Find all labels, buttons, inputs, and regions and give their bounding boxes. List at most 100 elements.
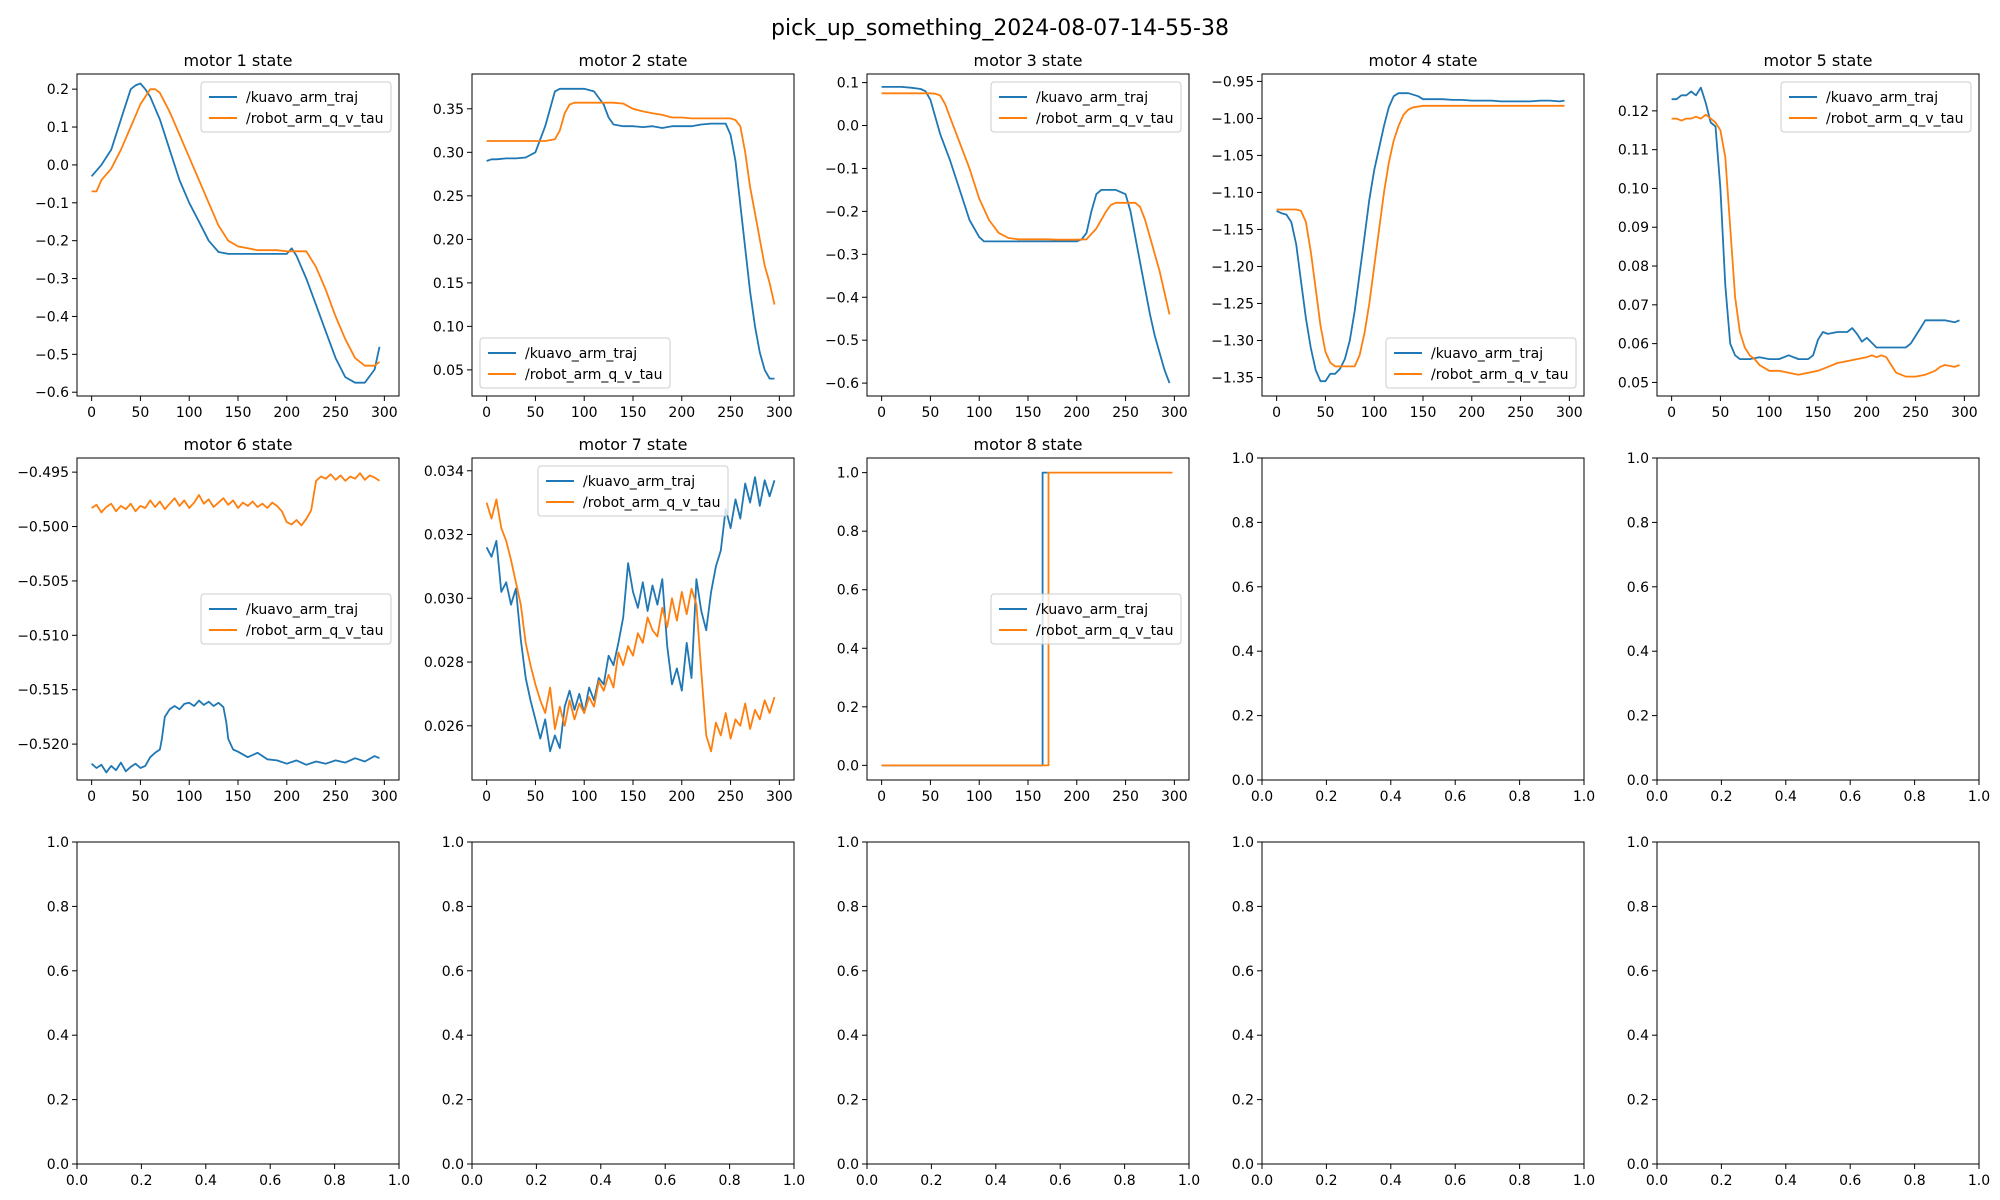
x-tick-label: 1.0 [1178, 1173, 1200, 1189]
series-line-robot-arm-q-v-tau [91, 472, 380, 527]
y-tick-label: 0.0 [837, 119, 859, 135]
x-tick-label: 200 [668, 405, 695, 421]
x-tick-label: 200 [273, 405, 300, 421]
y-tick-label: 0.0 [1232, 773, 1254, 789]
x-tick-label: 200 [1853, 405, 1880, 421]
x-tick-label: 300 [371, 789, 398, 805]
y-tick-label: 0.0 [1627, 1157, 1649, 1173]
subplot-10: 0.0 0.2 0.4 0.6 0.8 1.0 0.0 0.2 0.4 0.6 0.8 1.0 [1627, 451, 1990, 805]
x-tick-label: 0.2 [1710, 1173, 1732, 1189]
y-tick-label: 0.0 [1232, 1157, 1254, 1173]
axes-frame [1656, 73, 1980, 397]
x-tick-label: 100 [571, 405, 598, 421]
legend-label: /robot_arm_q_v_tau [583, 495, 721, 511]
y-tick-label: 0.08 [1618, 259, 1649, 275]
x-tick-label: 0.6 [1444, 789, 1466, 805]
y-tick-label: 0.4 [442, 1028, 464, 1044]
x-tick-label: 250 [322, 405, 349, 421]
series-line-kuavo-arm-traj [881, 86, 1171, 384]
y-tick-label: 0.2 [837, 1093, 859, 1109]
x-tick-label: 1.0 [1573, 789, 1595, 805]
series-line-kuavo-arm-traj [91, 699, 380, 774]
y-tick-label: 0.07 [1618, 298, 1649, 314]
subplot-8: 0 50 100 150 200 250 300 0.0 0.2 0.4 0.6 0.8 1.0 moto… [837, 435, 1190, 805]
y-tick-label: 0.6 [1232, 580, 1254, 596]
y-tick-label: 0.2 [1627, 709, 1649, 725]
x-tick-label: 0.2 [1315, 1173, 1337, 1189]
y-tick-label: 0.30 [433, 145, 464, 161]
x-tick-label: 0.0 [856, 1173, 878, 1189]
y-tick-label: 0.8 [1627, 515, 1649, 531]
y-tick-label: 0.034 [424, 464, 464, 480]
x-tick-label: 0.8 [1903, 789, 1925, 805]
x-tick-label: 300 [1161, 789, 1188, 805]
x-tick-label: 100 [966, 789, 993, 805]
x-tick-label: 0 [482, 405, 491, 421]
y-tick-label: −0.3 [35, 272, 69, 288]
x-tick-label: 0 [877, 789, 886, 805]
axes-frame [866, 73, 1190, 397]
x-tick-label: 0.0 [1251, 789, 1273, 805]
x-tick-label: 0.0 [1251, 1173, 1273, 1189]
legend-label: /kuavo_arm_traj [1431, 346, 1543, 362]
y-tick-label: −0.4 [35, 309, 69, 325]
x-tick-label: 50 [1317, 405, 1335, 421]
y-tick-label: 0.0 [837, 758, 859, 774]
series-line-kuavo-arm-traj [1276, 92, 1565, 383]
x-tick-label: 0.6 [259, 1173, 281, 1189]
x-tick-label: 1.0 [388, 1173, 410, 1189]
x-tick-label: 150 [1015, 789, 1042, 805]
x-tick-label: 300 [766, 405, 793, 421]
x-tick-label: 0.8 [1113, 1173, 1135, 1189]
x-tick-label: 0 [87, 789, 96, 805]
plot-area [1657, 842, 1979, 1164]
x-tick-label: 1.0 [1968, 789, 1990, 805]
axes-frame [1261, 73, 1585, 397]
x-tick-label: 150 [1015, 405, 1042, 421]
legend: /kuavo_arm_traj/robot_arm_q_v_tau [1780, 81, 1972, 133]
y-tick-label: 0.35 [433, 102, 464, 118]
y-tick-label: 1.0 [1627, 451, 1649, 467]
legend-label: /robot_arm_q_v_tau [525, 367, 663, 383]
y-tick-label: −0.515 [17, 683, 69, 699]
x-tick-label: 0.4 [1775, 1173, 1797, 1189]
y-tick-label: 0.8 [1232, 899, 1254, 915]
y-tick-label: 0.4 [1627, 1028, 1649, 1044]
x-tick-label: 100 [571, 789, 598, 805]
legend-label: /robot_arm_q_v_tau [246, 111, 384, 127]
y-tick-label: −0.5 [825, 333, 859, 349]
x-tick-label: 150 [1410, 405, 1437, 421]
y-tick-label: 0.1 [837, 76, 859, 92]
y-tick-label: 0.2 [837, 700, 859, 716]
legend-label: /robot_arm_q_v_tau [1036, 623, 1174, 639]
x-tick-label: 0.6 [1444, 1173, 1466, 1189]
subplot-6: 0 50 100 150 200 250 300 −0.520 −0.515 −0.510 −0.5… [17, 435, 400, 805]
x-tick-label: 0.4 [1380, 789, 1402, 805]
y-tick-label: −1.10 [1211, 185, 1254, 201]
x-tick-label: 200 [668, 789, 695, 805]
x-tick-label: 250 [322, 789, 349, 805]
y-tick-label: 0.2 [1232, 709, 1254, 725]
axes-frame [1656, 841, 1980, 1165]
subplot-title: motor 5 state [1764, 51, 1873, 70]
y-tick-label: −1.20 [1211, 259, 1254, 275]
y-tick-label: 0.15 [433, 276, 464, 292]
x-tick-label: 0.2 [1315, 789, 1337, 805]
x-tick-label: 100 [176, 405, 203, 421]
y-tick-label: 0.0 [837, 1157, 859, 1173]
plot-area [1657, 458, 1979, 780]
x-tick-label: 300 [371, 405, 398, 421]
axes-frame [866, 841, 1190, 1165]
y-tick-label: 0.6 [47, 964, 69, 980]
y-tick-label: 0.6 [837, 964, 859, 980]
subplot-5: 0 50 100 150 200 250 300 0.05 0.06 0.07 0.08 0.09 0.… [1618, 51, 1980, 421]
subplot-2: 0 50 100 150 200 250 300 0.05 0.10 0.15 0.20 0.25 0.… [433, 51, 795, 421]
x-tick-label: 100 [1361, 405, 1388, 421]
x-tick-label: 1.0 [1573, 1173, 1595, 1189]
x-tick-label: 250 [1112, 789, 1139, 805]
axes-frame [866, 457, 1190, 781]
y-tick-label: 0.032 [424, 528, 464, 544]
y-tick-label: 0.8 [47, 899, 69, 915]
y-tick-label: −0.1 [825, 161, 859, 177]
legend-label: /kuavo_arm_traj [1826, 90, 1938, 106]
